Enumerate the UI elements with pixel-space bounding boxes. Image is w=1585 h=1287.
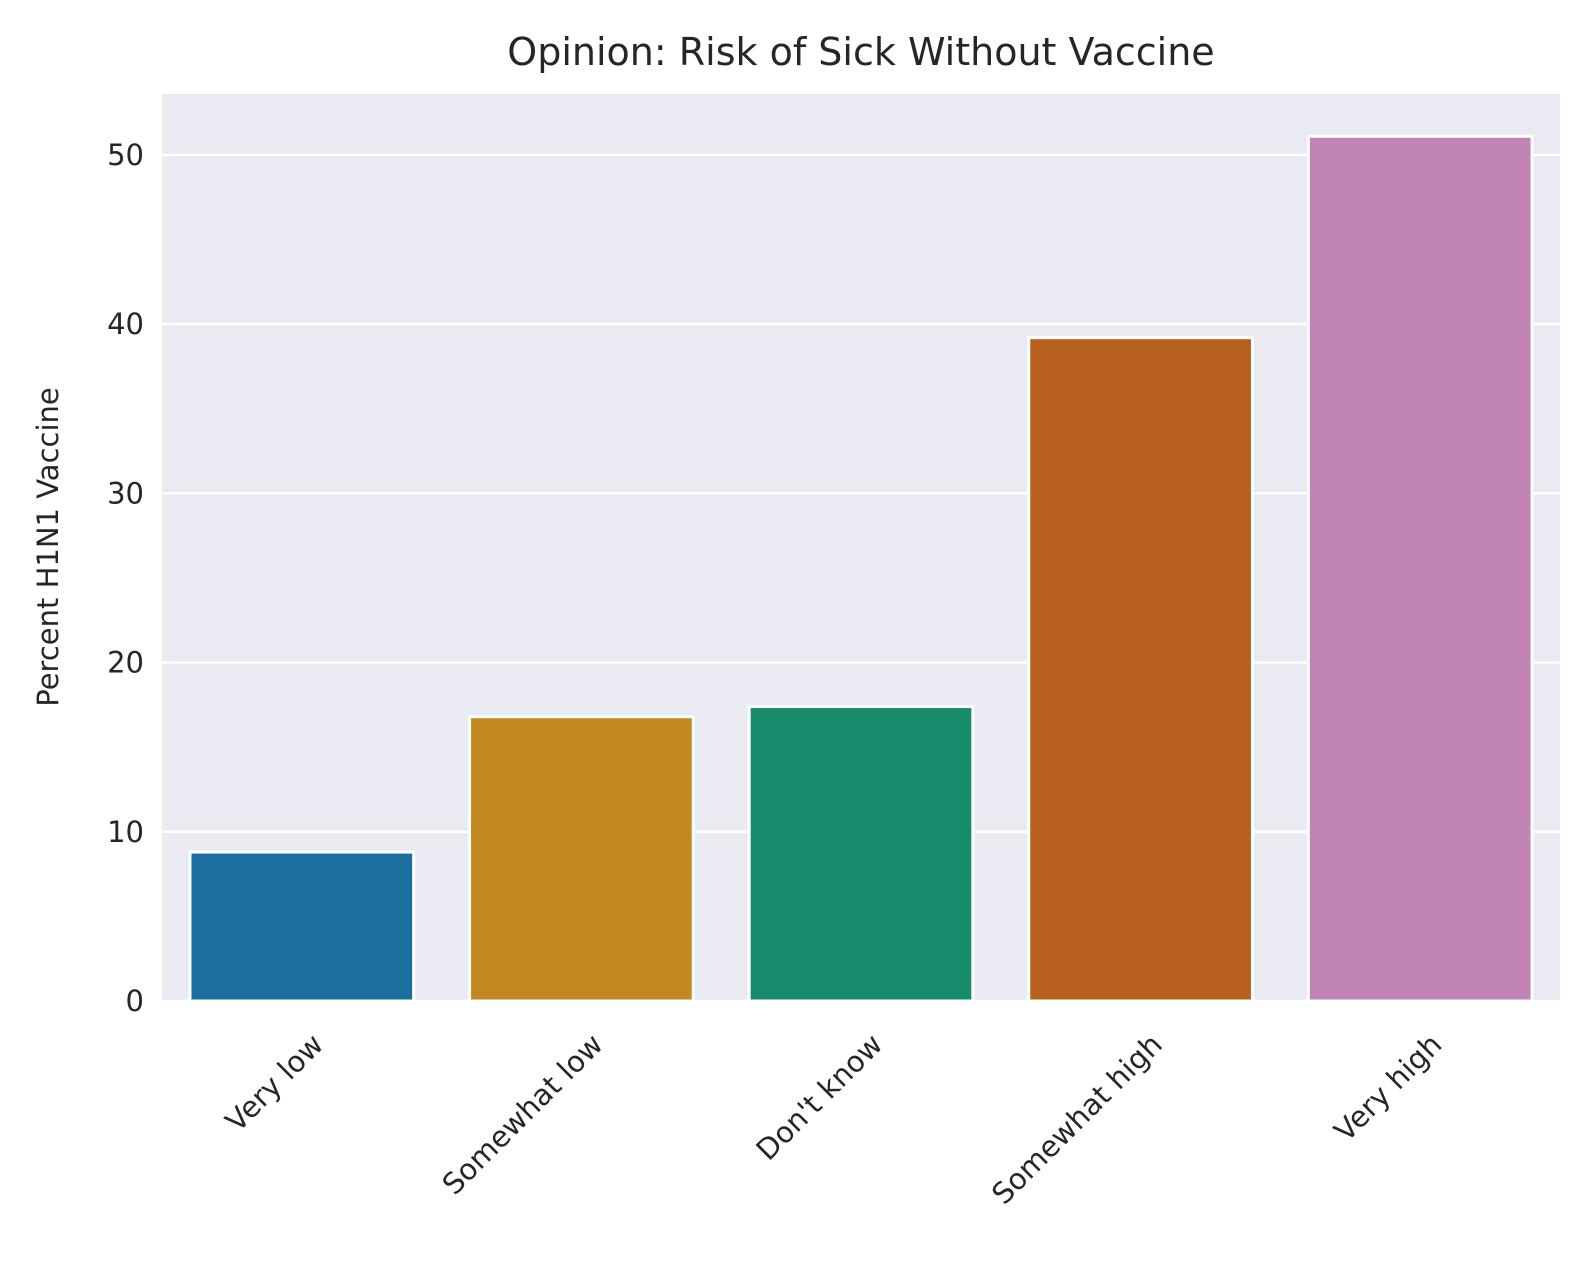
bar-very-low (188, 850, 416, 1003)
y-tick-label: 20 (107, 646, 144, 680)
y-axis-label: Percent H1N1 Vaccine (31, 387, 65, 706)
y-tick-label: 30 (107, 476, 144, 510)
bar-very-high (1306, 134, 1534, 1003)
bar-somewhat-high (1027, 336, 1254, 1003)
bars (188, 134, 1534, 1003)
bar-don-t-know (747, 705, 975, 1003)
chart-title: Opinion: Risk of Sick Without Vaccine (507, 30, 1214, 74)
bar-somewhat-low (468, 715, 695, 1003)
y-tick-labels: 0 10 20 30 40 50 (107, 138, 144, 1018)
y-tick-label: 10 (107, 815, 144, 849)
y-tick-label: 0 (126, 984, 144, 1018)
x-tick-label: Very high (1328, 1027, 1449, 1148)
x-tick-label: Somewhat high (985, 1027, 1169, 1211)
y-tick-label: 50 (107, 138, 144, 172)
x-tick-label: Don't know (749, 1027, 889, 1167)
x-tick-label: Very low (219, 1027, 330, 1138)
y-tick-label: 40 (107, 307, 144, 341)
x-tick-labels: Very low Somewhat low Don't know Somewhat h… (219, 1027, 1449, 1211)
x-tick-label: Somewhat low (436, 1027, 610, 1201)
